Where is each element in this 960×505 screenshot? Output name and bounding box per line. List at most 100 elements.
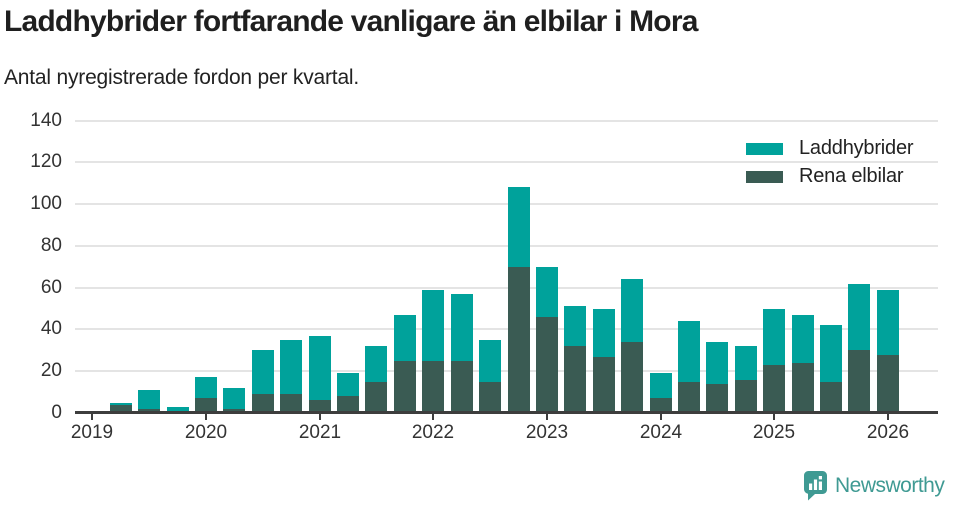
rena-elbilar-segment [877,355,899,413]
y-gridline [75,286,938,289]
laddhybrider-segment [167,407,189,411]
y-axis-tick-label: 120 [30,151,62,173]
y-gridline [75,328,938,331]
bar-2022-q3 [479,340,501,413]
laddhybrider-segment [195,377,217,398]
bar-2025-q4 [848,284,870,413]
x-axis-tick [319,414,321,420]
y-gridline [75,119,938,122]
laddhybrider-segment [820,325,842,382]
x-axis-year-label: 2024 [639,422,683,443]
bar-2025-q3 [820,325,842,413]
rena-elbilar-segment [792,363,814,413]
laddhybrider-segment [252,350,274,394]
bar-2025-q1 [763,309,785,413]
rena-elbilar-segment [678,382,700,413]
rena-elbilar-swatch-icon [746,170,783,183]
x-axis-line [75,411,938,414]
chart-title: Laddhybrider fortfarande vanligare än el… [4,5,698,38]
y-axis-tick-label: 0 [51,402,62,423]
rena-elbilar-segment [479,382,501,413]
rena-elbilar-segment [706,384,728,413]
rena-elbilar-segment [820,382,842,413]
bar-2020-q4 [280,340,302,413]
laddhybrider-segment [422,290,444,361]
laddhybrider-segment [110,403,132,405]
rena-elbilar-segment [195,398,217,413]
bar-2023-q2 [564,306,586,413]
newsworthy-logo-icon [804,471,827,501]
bar-2026-q1 [877,290,899,413]
x-axis-tick [773,414,775,420]
rena-elbilar-segment [451,361,473,413]
rena-elbilar-segment [280,394,302,413]
chart-subtitle: Antal nyregistrerade fordon per kvartal. [4,66,360,89]
bar-2023-q4 [621,279,643,413]
laddhybrider-segment [735,346,757,380]
rena-elbilar-segment [508,267,530,413]
laddhybrider-segment [223,388,245,409]
y-gridline [75,370,938,373]
rena-elbilar-segment [337,396,359,413]
laddhybrider-segment [706,342,728,384]
bar-2022-q1 [422,290,444,413]
laddhybrider-segment [650,373,672,398]
rena-elbilar-segment [848,350,870,413]
laddhybrider-segment [792,315,814,363]
x-axis-year-label: 2023 [525,422,569,443]
bar-2020-q2 [223,388,245,413]
x-axis-year-label: 2025 [752,422,796,443]
laddhybrider-segment [678,321,700,382]
x-axis-year-label: 2022 [411,422,455,443]
laddhybrider-segment [848,284,870,350]
laddhybrider-swatch-icon [746,142,783,155]
y-axis-tick-label: 140 [30,109,62,131]
x-axis-year-label: 2026 [866,422,910,443]
bar-2022-q2 [451,294,473,413]
y-gridline [75,244,938,247]
laddhybrider-segment [763,309,785,365]
laddhybrider-segment [309,336,331,400]
bar-2023-q1 [536,267,558,413]
rena-elbilar-segment [309,400,331,413]
y-axis-tick-label: 60 [40,276,62,298]
legend-label: Laddhybrider [799,137,914,159]
y-axis-tick-label: 40 [40,318,62,340]
bar-2021-q1 [309,336,331,413]
laddhybrider-segment [564,306,586,346]
chart-area: 0 20 40 60 80 100 120 140 2019 2020 2021 2022 2023 20… [30,109,938,443]
x-axis-tick [546,414,548,420]
y-axis-tick-label: 80 [40,234,62,256]
x-axis-year-label: 2021 [298,422,342,443]
x-axis-tick [660,414,662,420]
bar-2019-q3 [138,390,160,413]
rena-elbilar-segment [564,346,586,413]
rena-elbilar-segment [252,394,274,413]
bar-2024-q1 [650,373,672,413]
rena-elbilar-segment [593,357,615,413]
brand-name: Newsworthy [835,474,945,497]
legend-item-laddhybrider: Laddhybrider [746,136,914,161]
bar-2021-q4 [394,315,416,413]
laddhybrider-segment [365,346,387,382]
y-axis-tick-label: 20 [40,360,62,382]
laddhybrider-segment [394,315,416,361]
laddhybrider-segment [877,290,899,355]
legend-label: Rena elbilar [799,165,904,187]
x-axis-year-label: 2019 [70,422,114,443]
bar-2024-q3 [706,342,728,413]
laddhybrider-segment [593,309,615,357]
footer-branding: Newsworthy [804,470,945,502]
laddhybrider-segment [508,187,530,267]
x-axis-tick [205,414,207,420]
rena-elbilar-segment [110,405,132,413]
x-axis-tick [91,414,93,420]
bar-2021-q3 [365,346,387,413]
x-axis-tick [432,414,434,420]
rena-elbilar-segment [536,317,558,413]
rena-elbilar-segment [394,361,416,413]
x-axis-year-label: 2020 [184,422,228,443]
rena-elbilar-segment [763,365,785,413]
legend: Laddhybrider Rena elbilar [746,136,914,189]
